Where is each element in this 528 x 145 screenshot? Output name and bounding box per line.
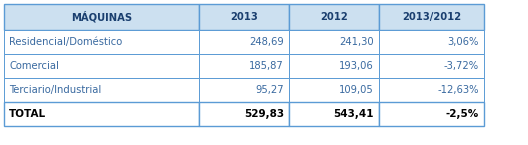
Bar xyxy=(199,78,289,102)
Bar xyxy=(379,4,484,30)
Text: 543,41: 543,41 xyxy=(334,109,374,119)
Bar xyxy=(4,102,199,126)
Bar xyxy=(199,4,289,30)
Bar xyxy=(199,30,289,54)
Text: 193,06: 193,06 xyxy=(340,61,374,71)
Bar xyxy=(379,30,484,54)
Bar xyxy=(379,54,484,78)
Text: 2012: 2012 xyxy=(320,12,348,22)
Text: -12,63%: -12,63% xyxy=(438,85,479,95)
Text: 241,30: 241,30 xyxy=(340,37,374,47)
Text: Comercial: Comercial xyxy=(9,61,59,71)
Text: 95,27: 95,27 xyxy=(256,85,284,95)
Bar xyxy=(289,30,379,54)
Bar xyxy=(199,102,289,126)
Text: 3,06%: 3,06% xyxy=(448,37,479,47)
Bar xyxy=(289,102,379,126)
Text: MÁQUINAS: MÁQUINAS xyxy=(71,11,132,23)
Bar xyxy=(4,78,199,102)
Text: 185,87: 185,87 xyxy=(249,61,284,71)
Text: 529,83: 529,83 xyxy=(244,109,284,119)
Bar xyxy=(379,78,484,102)
Bar xyxy=(289,54,379,78)
Bar xyxy=(379,102,484,126)
Text: -2,5%: -2,5% xyxy=(446,109,479,119)
Text: 248,69: 248,69 xyxy=(249,37,284,47)
Text: 2013: 2013 xyxy=(230,12,258,22)
Bar xyxy=(4,30,199,54)
Text: -3,72%: -3,72% xyxy=(444,61,479,71)
Bar xyxy=(289,78,379,102)
Bar xyxy=(4,54,199,78)
Bar xyxy=(289,4,379,30)
Text: 2013/2012: 2013/2012 xyxy=(402,12,461,22)
Text: 109,05: 109,05 xyxy=(340,85,374,95)
Bar xyxy=(199,54,289,78)
Text: Residencial/Doméstico: Residencial/Doméstico xyxy=(9,37,122,47)
Text: Terciario/Industrial: Terciario/Industrial xyxy=(9,85,101,95)
Text: TOTAL: TOTAL xyxy=(9,109,46,119)
Bar xyxy=(4,4,199,30)
